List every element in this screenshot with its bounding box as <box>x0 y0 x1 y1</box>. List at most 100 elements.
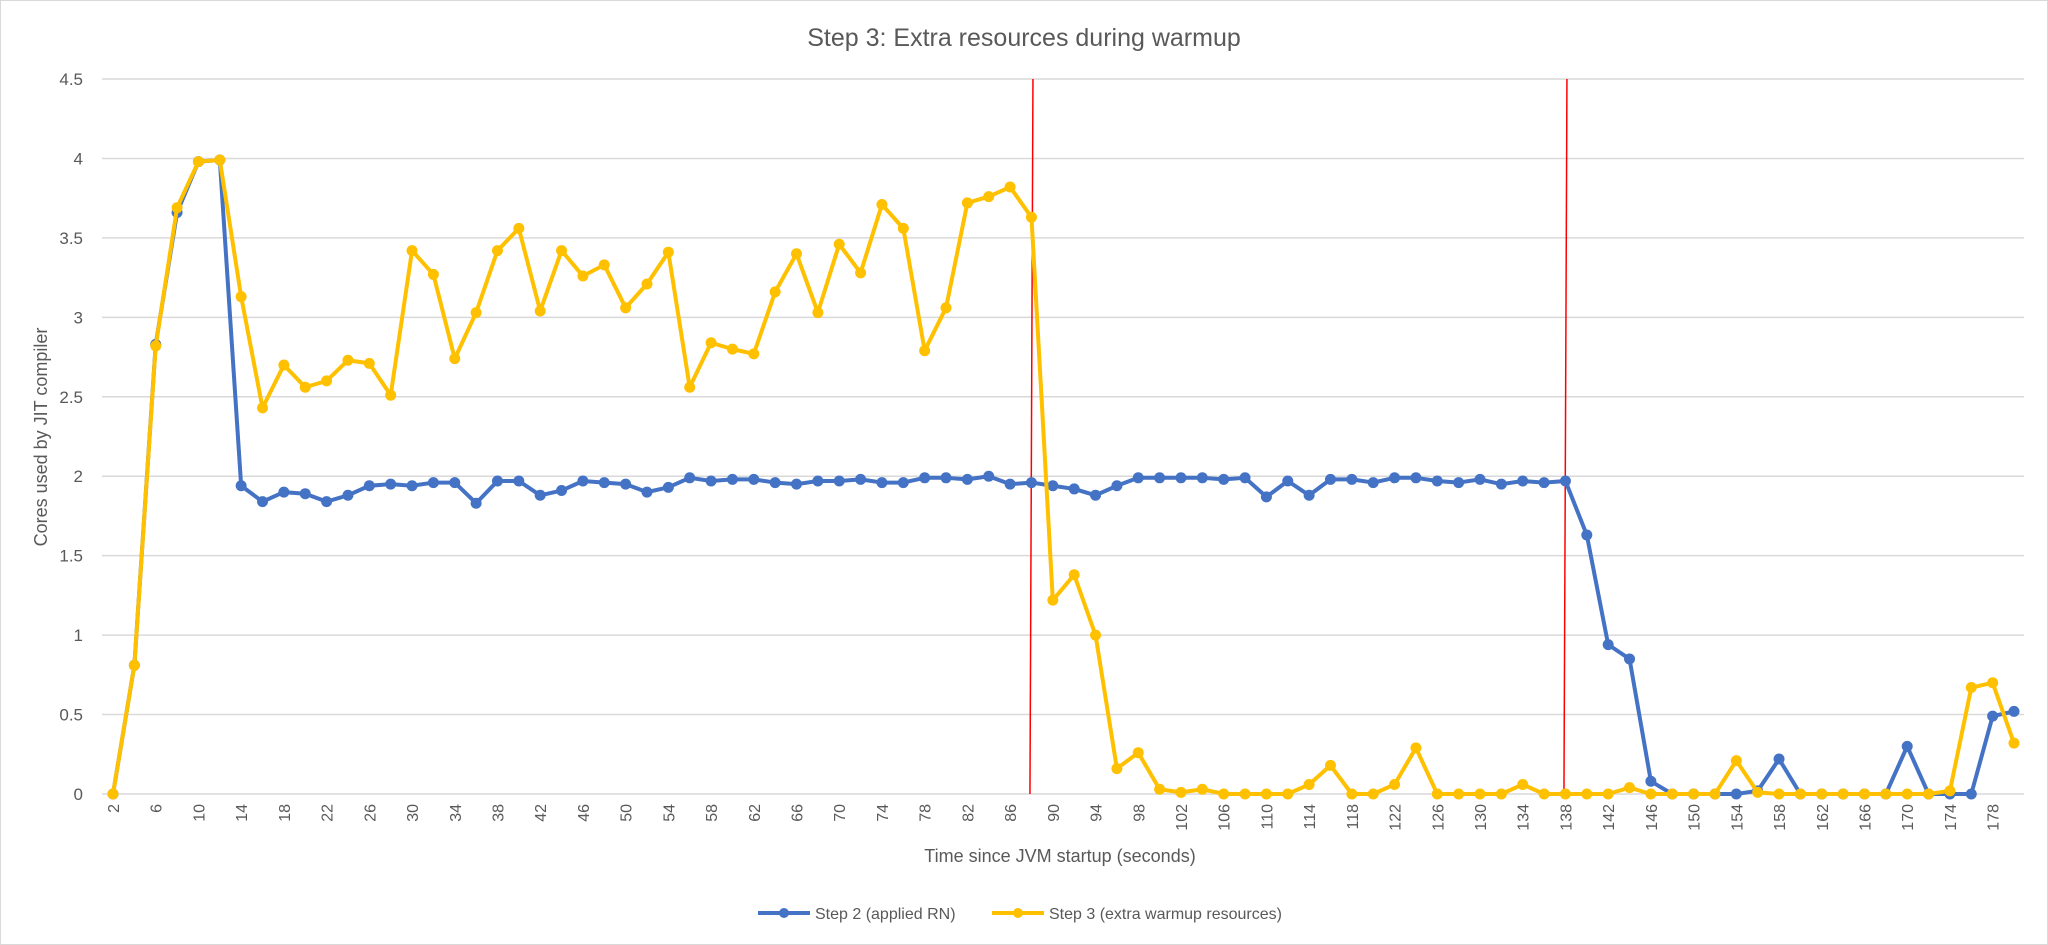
x-tick-label: 154 <box>1729 804 1746 831</box>
x-tick-label: 94 <box>1089 804 1106 822</box>
data-point <box>1602 788 1614 800</box>
x-tick-label: 26 <box>362 804 379 822</box>
x-tick-label: 46 <box>576 804 593 822</box>
x-tick-label: 50 <box>619 804 636 822</box>
data-point <box>1581 788 1593 800</box>
data-point <box>1666 788 1678 800</box>
x-tick-label: 38 <box>490 804 507 822</box>
data-point <box>1196 783 1208 795</box>
series-line <box>111 158 2015 796</box>
data-point <box>940 472 952 484</box>
data-point <box>385 478 397 490</box>
data-point <box>1175 786 1187 798</box>
data-point <box>556 485 568 497</box>
data-point <box>919 345 931 357</box>
data-point <box>833 238 845 250</box>
y-tick-label: 0.5 <box>59 706 83 725</box>
data-point <box>235 480 247 492</box>
data-point <box>128 659 140 671</box>
data-point <box>1538 477 1550 489</box>
data-point <box>299 381 311 393</box>
data-point <box>1709 788 1721 800</box>
data-point <box>726 343 738 355</box>
data-point <box>1901 740 1913 752</box>
data-point <box>662 246 674 258</box>
data-point <box>983 191 995 203</box>
data-point <box>1901 788 1913 800</box>
data-point <box>214 154 226 166</box>
data-point <box>406 480 418 492</box>
data-point <box>491 245 503 257</box>
data-point <box>1517 475 1529 487</box>
x-tick-label: 98 <box>1131 804 1148 822</box>
data-point <box>748 348 760 360</box>
data-point <box>961 473 973 485</box>
data-point <box>1047 480 1059 492</box>
data-point <box>983 470 995 482</box>
data-point <box>1239 788 1251 800</box>
x-tick-label: 118 <box>1345 804 1362 830</box>
x-tick-label: 110 <box>1259 804 1276 830</box>
y-tick-label: 1 <box>74 626 83 645</box>
y-tick-label: 3 <box>74 308 83 327</box>
x-tick-label: 146 <box>1644 804 1661 831</box>
x-tick-label: 102 <box>1174 804 1191 831</box>
data-point <box>1794 788 1806 800</box>
data-point <box>257 402 269 414</box>
data-point <box>192 156 204 168</box>
data-point <box>662 481 674 493</box>
data-point <box>940 302 952 314</box>
data-point <box>812 307 824 319</box>
data-point <box>876 199 888 211</box>
data-point <box>1431 788 1443 800</box>
data-point <box>1111 763 1123 775</box>
data-point <box>1068 483 1080 495</box>
x-tick-label: 162 <box>1815 804 1832 831</box>
data-point <box>1004 478 1016 490</box>
x-tick-label: 30 <box>405 804 422 822</box>
y-tick-label: 3.5 <box>59 229 83 248</box>
data-point <box>150 340 162 352</box>
y-axis-title: Cores used by JIT compiler <box>31 328 51 547</box>
gridlines <box>102 78 2024 795</box>
series-2 <box>107 154 2020 800</box>
x-tick-label: 14 <box>234 804 251 822</box>
data-point <box>1282 788 1294 800</box>
data-point <box>812 475 824 487</box>
x-tick-label: 34 <box>448 804 465 822</box>
data-point <box>1923 788 1935 800</box>
series-line <box>111 158 2016 796</box>
x-axis-title: Time since JVM startup (seconds) <box>924 846 1195 866</box>
data-point <box>1303 778 1315 790</box>
data-point <box>769 286 781 298</box>
x-tick-label: 174 <box>1943 804 1960 831</box>
data-point <box>1752 786 1764 798</box>
x-tick-label: 18 <box>277 804 294 822</box>
data-point <box>620 478 632 490</box>
data-point <box>2008 705 2020 717</box>
data-point <box>705 337 717 349</box>
data-point <box>1730 788 1742 800</box>
data-point <box>1965 682 1977 694</box>
x-tick-label: 42 <box>533 804 550 822</box>
data-point <box>1303 489 1315 501</box>
x-tick-label: 62 <box>747 804 764 822</box>
data-point <box>427 268 439 280</box>
data-point <box>1410 742 1422 754</box>
legend-item-step3: Step 3 (extra warmup resources) <box>992 906 1282 923</box>
x-tick-label: 78 <box>918 804 935 822</box>
data-point <box>449 477 461 489</box>
data-point <box>1068 569 1080 581</box>
legend-item-step2: Step 2 (applied RN) <box>758 906 956 923</box>
x-tick-label: 130 <box>1473 804 1490 831</box>
data-point <box>534 305 546 317</box>
data-point <box>1474 473 1486 485</box>
x-tick-label: 86 <box>1003 804 1020 822</box>
data-point <box>363 480 375 492</box>
data-point <box>470 307 482 319</box>
data-point <box>1944 785 1956 797</box>
data-point <box>2008 737 2020 749</box>
data-point <box>726 473 738 485</box>
data-point <box>791 248 803 260</box>
data-point <box>1090 629 1102 641</box>
